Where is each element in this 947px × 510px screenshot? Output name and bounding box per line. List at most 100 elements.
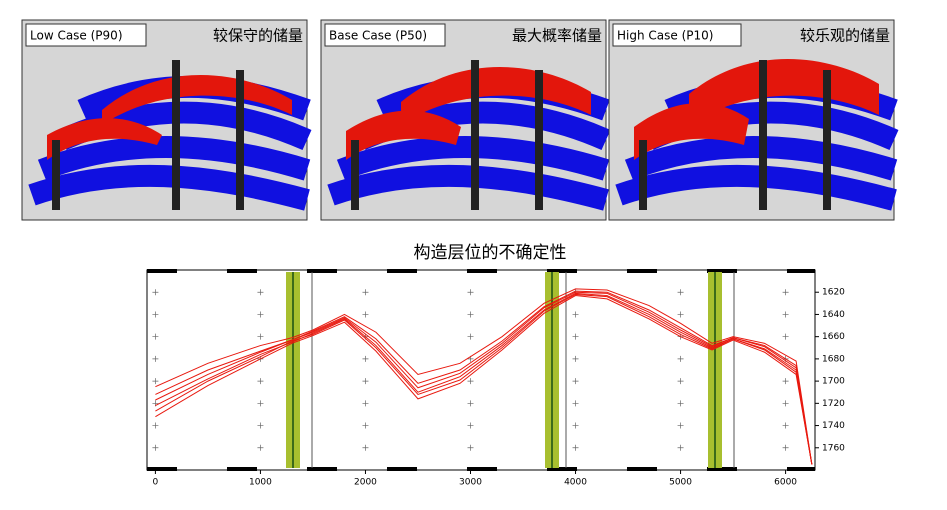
x-tick-label: 2000 [354,478,377,488]
render-fault [351,140,359,210]
render-sheet [634,103,749,160]
y-tick-label: 1740 [822,421,845,431]
render-fault [236,70,244,210]
grid-cross [782,400,789,407]
x-tick-label: 5000 [669,478,692,488]
render-fault [823,70,831,210]
grid-cross [152,311,159,318]
render-fault [471,60,479,210]
grid-cross [152,355,159,362]
grid-cross [677,444,684,451]
grid-cross [152,422,159,429]
x-tick-label: 1000 [249,478,272,488]
wells [286,272,735,468]
grid-cross [467,378,474,385]
panel: High Case (P10) 较乐观的储量 [608,19,899,221]
grid-cross [572,333,579,340]
grid-cross [152,378,159,385]
grid-cross [362,422,369,429]
y-tick-label: 1700 [822,377,845,387]
y-tick-label: 1640 [822,310,845,320]
render-band [336,135,610,181]
grid-cross [362,289,369,296]
render-sheet [47,118,162,160]
grid-cross [677,400,684,407]
plot: 0 1000 2000 3000 4000 5000 6000 1620 1640 1660 168… [152,288,845,488]
grid-cross [152,333,159,340]
line [155,293,813,465]
render-sheet [401,67,591,125]
panel-label-box [25,23,147,47]
line [155,295,813,465]
grid-cross [677,378,684,385]
line [155,291,813,465]
grid-cross [677,311,684,318]
render-fault [172,60,180,210]
panel-label: Base Case (P50) [329,29,427,43]
grid-cross [782,378,789,385]
panel: Base Case (P50) 最大概率储量 [320,19,611,221]
panel: Low Case (P90) 较保守的储量 [21,19,312,221]
panel-caption: 最大概率储量 [512,27,602,45]
render-sheet [346,110,461,160]
y-tick-label: 1680 [822,354,845,364]
grid-cross [362,444,369,451]
grid-cross [257,311,264,318]
grid-cross [572,400,579,407]
grid-cross [362,355,369,362]
x-tick-label: 4000 [564,478,587,488]
grid-cross [257,444,264,451]
grid-cross [467,444,474,451]
grid-cross [677,289,684,296]
render-fault [52,140,60,210]
render-sheet [689,59,879,125]
grid-cross [257,333,264,340]
grid-cross [467,333,474,340]
grid-cross [467,422,474,429]
grid-cross [782,289,789,296]
grid-cross [572,355,579,362]
plot-frame [146,269,816,471]
render-fault [639,140,647,210]
render-fault [535,70,543,210]
grid-cross [677,355,684,362]
x-tick-label: 0 [153,478,159,488]
grid-cross [152,444,159,451]
panels: Low Case (P90) 较保守的储量 Base Case (P50) 最大概率储… [21,19,899,221]
render-band [37,135,311,181]
y-tick-label: 1760 [822,443,845,453]
grid-cross [467,400,474,407]
grid-cross [257,289,264,296]
render-sheet [102,75,292,125]
grid-cross [257,422,264,429]
grid-cross [572,311,579,318]
line [155,288,813,465]
x-tick-label: 3000 [459,478,482,488]
grid-cross [782,444,789,451]
y-tick-label: 1620 [822,288,845,298]
grid-cross [362,311,369,318]
grid-cross [572,378,579,385]
y-tick-label: 1660 [822,332,845,342]
grid-cross [782,333,789,340]
panel-label: Low Case (P90) [30,29,123,43]
grid-cross [467,311,474,318]
x-tick-label: 6000 [774,478,797,488]
grid-cross [257,378,264,385]
grid-cross [572,422,579,429]
y-tick-label: 1720 [822,399,845,409]
render-fault [759,60,767,210]
chart-title: 构造层位的不确定性 [414,243,567,263]
grid-cross [257,400,264,407]
panel-label-box [612,23,742,47]
grid-cross [467,289,474,296]
panel-label-box [324,23,446,47]
render-band [624,135,898,181]
grid-cross [362,400,369,407]
grid-cross [572,444,579,451]
grid-cross [152,289,159,296]
panel-label: High Case (P10) [617,29,713,43]
panel-caption: 较乐观的储量 [800,27,890,45]
grid-cross [362,378,369,385]
